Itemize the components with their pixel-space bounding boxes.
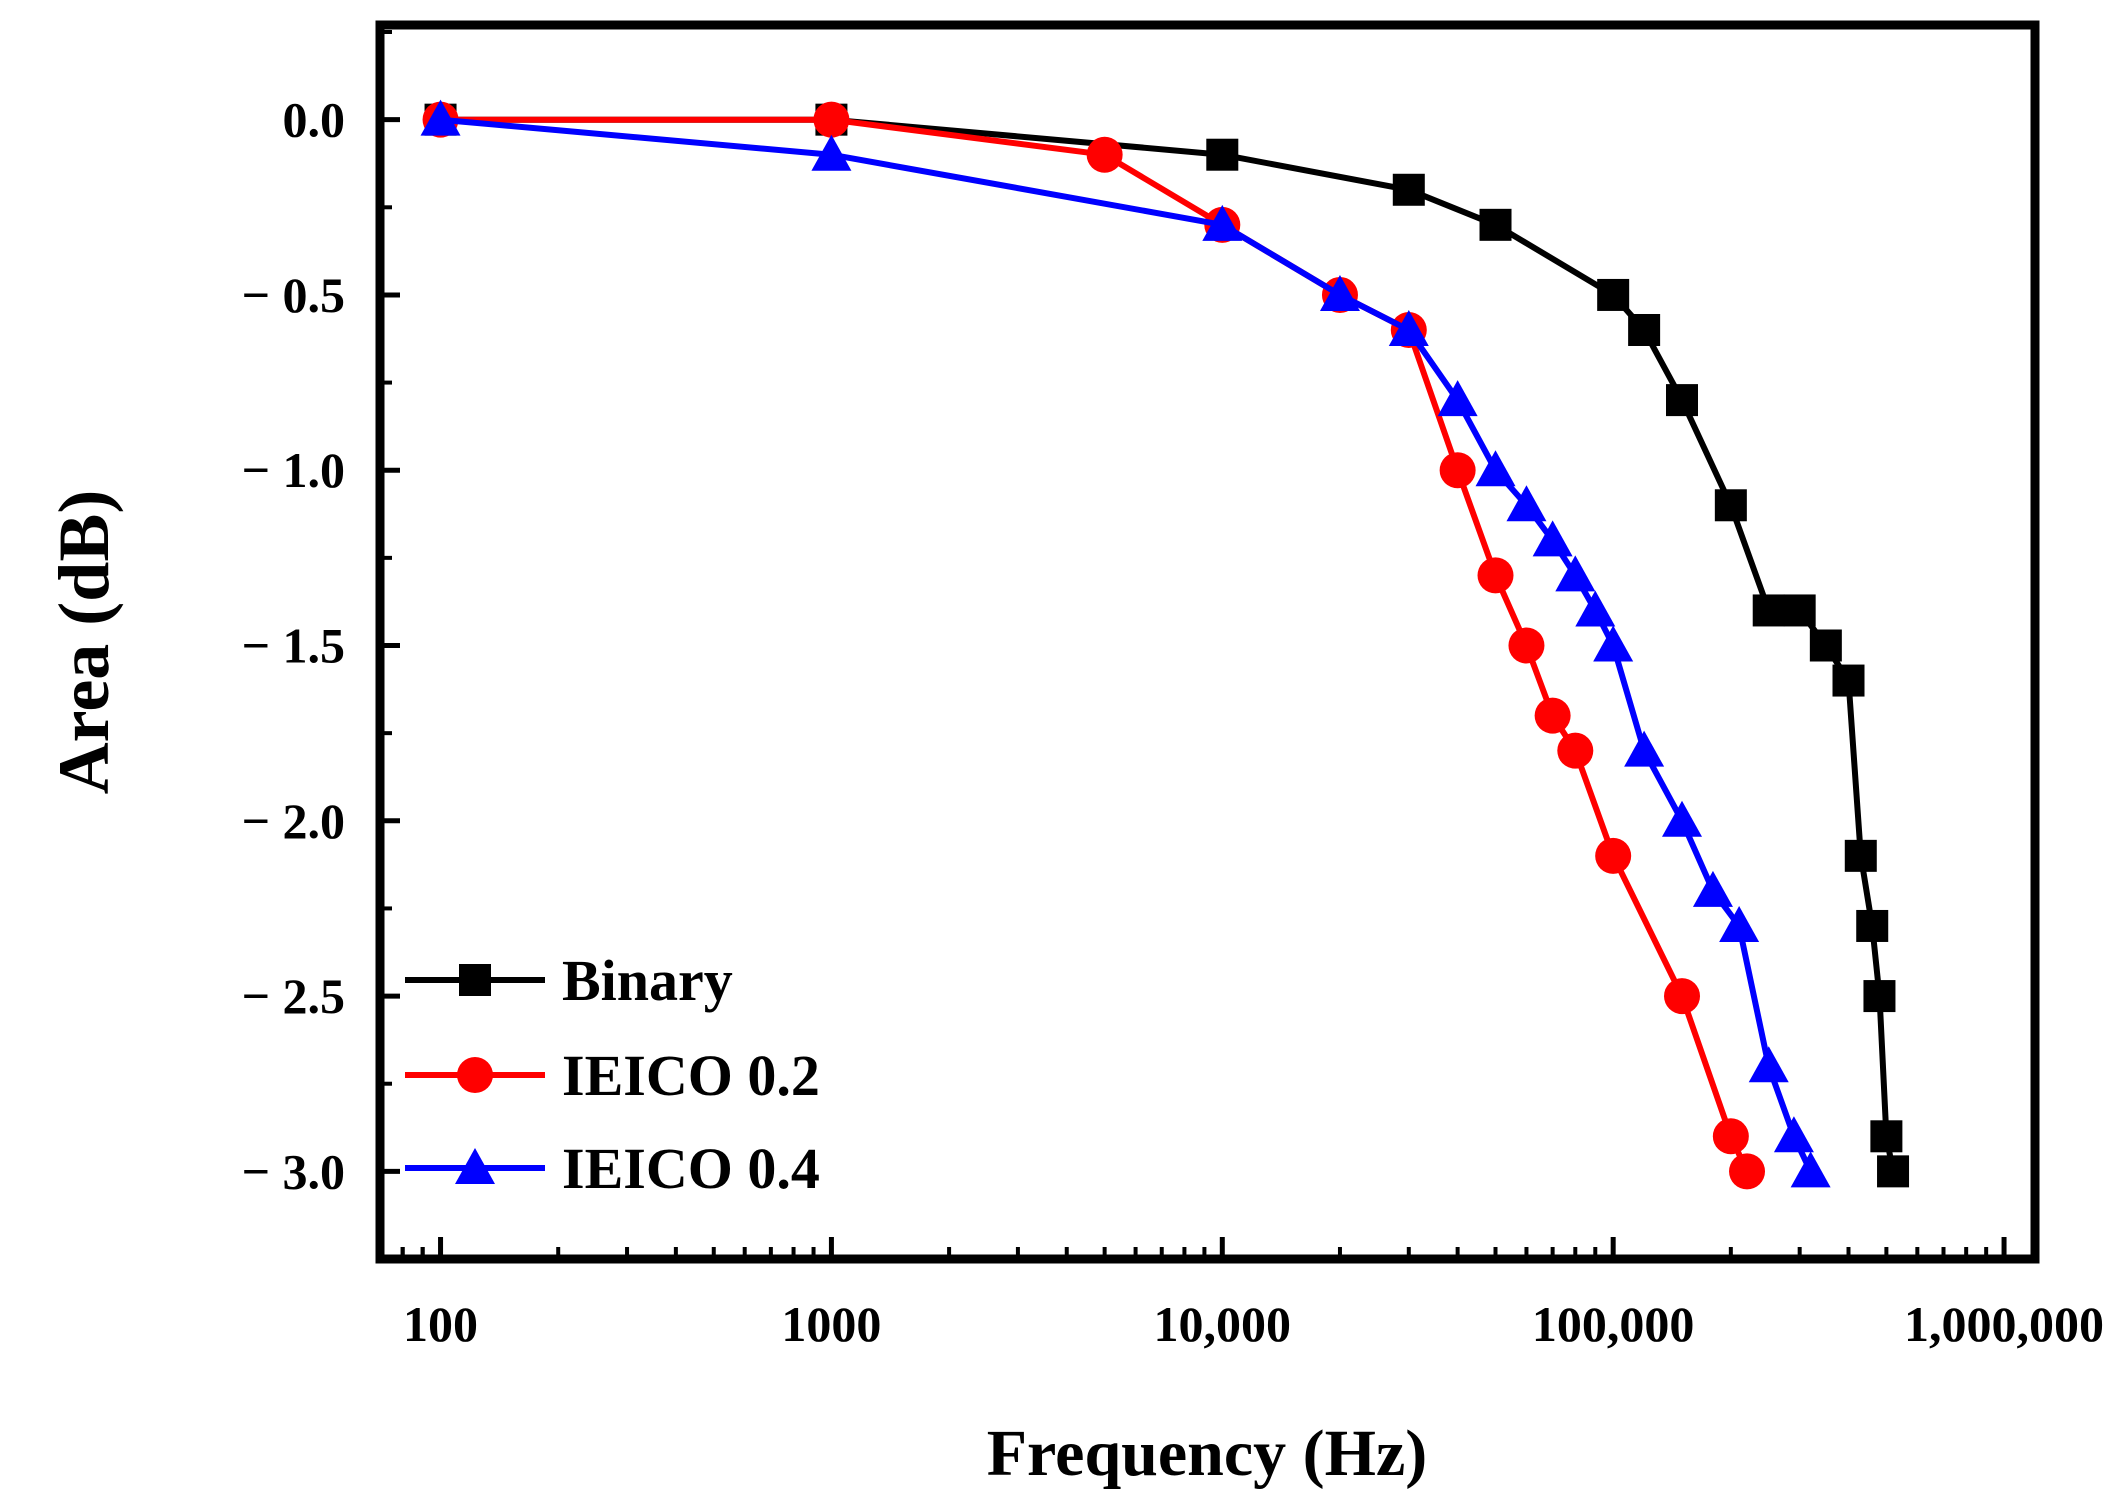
data-point (1877, 1155, 1910, 1188)
data-point (1809, 629, 1842, 662)
y-tick-label: − 1.0 (242, 442, 346, 498)
legend-label: IEICO 0.4 (562, 1136, 820, 1201)
data-point (1714, 489, 1747, 522)
x-tick-label: 10,000 (1154, 1296, 1292, 1352)
data-point (1508, 627, 1545, 664)
plot-frame (375, 20, 2040, 1264)
data-point (1388, 309, 1429, 346)
data-point (1729, 1153, 1766, 1190)
legend-marker (459, 964, 491, 996)
x-tick-label: 100 (403, 1296, 478, 1352)
legend-label: Binary (562, 948, 733, 1013)
legend: Binary IEICO 0.2 IEICO 0.4 (405, 948, 820, 1201)
x-tick-label: 1000 (781, 1296, 881, 1352)
data-point (1437, 380, 1478, 417)
data-point (1832, 664, 1865, 697)
data-point (811, 134, 852, 171)
data-point (1783, 594, 1816, 627)
data-point (1870, 1120, 1903, 1153)
data-point (1748, 1046, 1789, 1083)
x-axis-ticks: 100 1000 10,000 100,000 1,000,000 (378, 1237, 2104, 1352)
data-point (1844, 839, 1877, 872)
data-point (1439, 452, 1476, 489)
data-point (1624, 730, 1665, 767)
x-tick-label: 100,000 (1532, 1296, 1695, 1352)
data-point (1477, 557, 1514, 594)
data-point (1575, 590, 1616, 627)
data-point (1597, 278, 1630, 311)
legend-marker (455, 1148, 495, 1184)
data-point (1662, 800, 1703, 837)
legend-item: Binary (405, 948, 733, 1013)
legend-item: IEICO 0.2 (405, 1043, 820, 1108)
series-1 (422, 101, 1766, 1190)
data-point (1555, 555, 1596, 592)
y-tick-label: 0.0 (283, 92, 346, 148)
data-point (813, 101, 850, 138)
data-point (1692, 870, 1733, 907)
series-layer (420, 99, 1910, 1190)
x-axis-title: Frequency (Hz) (987, 1417, 1428, 1490)
y-axis-title: Area (dB) (44, 490, 124, 795)
y-tick-label: − 0.5 (242, 267, 346, 323)
data-point (1086, 136, 1123, 173)
data-point (1773, 1116, 1814, 1153)
data-point (1752, 594, 1785, 627)
data-point (1712, 1118, 1749, 1155)
data-point (1595, 837, 1632, 874)
series-2 (420, 99, 1831, 1188)
y-tick-label: − 2.0 (242, 793, 346, 849)
y-tick-label: − 3.0 (242, 1143, 346, 1199)
data-point (1534, 697, 1571, 734)
data-point (1506, 485, 1547, 522)
data-point (1532, 520, 1573, 557)
data-point (1475, 450, 1516, 487)
data-point (1319, 274, 1360, 311)
data-point (420, 99, 461, 136)
data-point (1593, 625, 1634, 662)
data-point (1790, 1151, 1831, 1188)
data-point (1479, 208, 1512, 241)
y-tick-label: − 1.5 (242, 618, 346, 674)
data-point (1557, 732, 1594, 769)
x-tick-label: 1,000,000 (1904, 1296, 2104, 1352)
data-point (1666, 384, 1699, 417)
legend-label: IEICO 0.2 (562, 1043, 820, 1108)
data-point (1202, 204, 1243, 241)
data-point (1856, 909, 1889, 942)
y-axis-ticks: 0.0 − 0.5 − 1.0 − 1.5 − 2.0 − 2.5 − 3.0 (242, 30, 400, 1261)
data-point (1664, 978, 1701, 1015)
data-point (1719, 905, 1760, 942)
series-0 (424, 103, 1910, 1188)
legend-marker (457, 1057, 493, 1093)
legend-item: IEICO 0.4 (405, 1136, 820, 1201)
data-point (1206, 138, 1239, 171)
y-tick-label: − 2.5 (242, 968, 346, 1024)
data-point (1863, 980, 1896, 1013)
data-point (1392, 173, 1425, 206)
data-point (1628, 313, 1661, 346)
